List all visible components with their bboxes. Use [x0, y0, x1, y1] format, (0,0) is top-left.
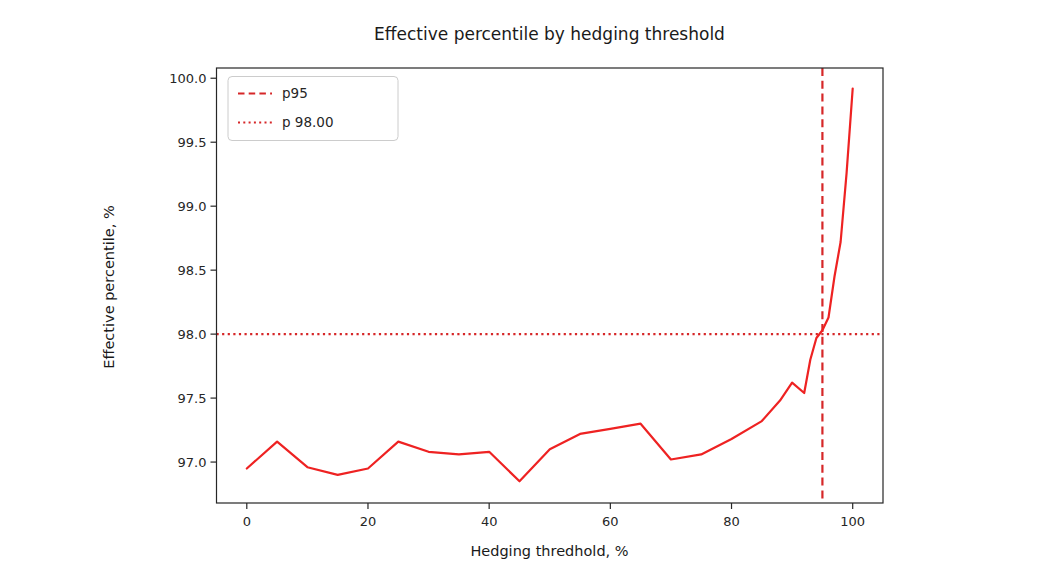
x-tick-label: 80: [723, 514, 740, 529]
y-tick-label: 98.5: [178, 263, 207, 278]
x-tick-label: 60: [602, 514, 619, 529]
y-tick-label: 97.5: [178, 391, 207, 406]
y-tick-label: 99.0: [178, 199, 207, 214]
x-tick-label: 40: [481, 514, 498, 529]
x-tick-label: 0: [243, 514, 251, 529]
data-series-line: [247, 89, 853, 482]
y-tick-label: 98.0: [178, 327, 207, 342]
y-tick-label: 99.5: [178, 135, 207, 150]
y-tick-label: 100.0: [169, 71, 206, 86]
legend-box: [228, 77, 398, 141]
legend-label: p95: [282, 85, 308, 101]
legend-label: p 98.00: [282, 114, 334, 130]
x-tick-label: 20: [360, 514, 377, 529]
figure-canvas: Effective percentile by hedging threshol…: [0, 0, 1042, 584]
y-tick-label: 97.0: [178, 455, 207, 470]
x-tick-label: 100: [840, 514, 865, 529]
plot-area: 0 20 40 60 80 100 97.0 97.5 98.0 98.5 99.0 99.5 100.…: [0, 0, 1042, 584]
